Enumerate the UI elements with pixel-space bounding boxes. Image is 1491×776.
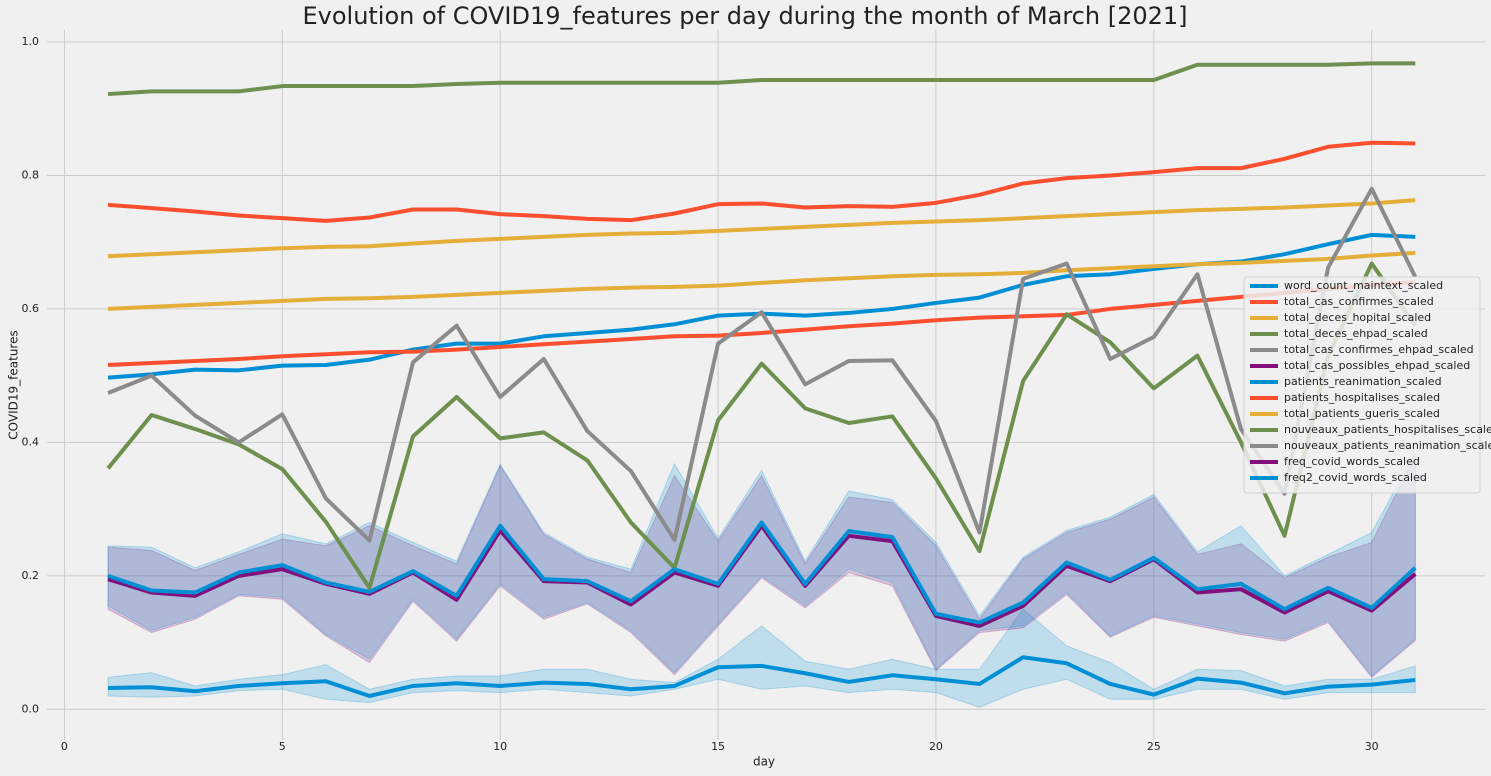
x-tick-label: 5	[279, 740, 286, 753]
legend-label: nouveaux_patients_reanimation_scaled	[1284, 439, 1491, 452]
legend-label: word_count_maintext_scaled	[1284, 279, 1443, 292]
confidence-band	[107, 455, 1416, 678]
y-tick-label: 0.0	[22, 702, 40, 715]
legend-label: total_deces_hopital_scaled	[1284, 311, 1431, 324]
legend-label: total_cas_confirmes_ehpad_scaled	[1284, 343, 1474, 356]
legend-label: freq2_covid_words_scaled	[1284, 471, 1427, 484]
x-tick-label: 0	[61, 740, 68, 753]
chart-title: Evolution of COVID19_features per day du…	[302, 2, 1187, 30]
y-tick-label: 0.2	[22, 569, 40, 582]
legend-label: total_patients_gueris_scaled	[1284, 407, 1440, 420]
series-line	[107, 186, 1418, 543]
legend-label: freq_covid_words_scaled	[1284, 455, 1420, 468]
legend-label: total_cas_confirmes_scaled	[1284, 295, 1434, 308]
series-line	[107, 520, 1417, 625]
y-tick-label: 0.6	[22, 302, 40, 315]
series-line	[107, 280, 1416, 367]
legend-box	[1243, 276, 1481, 494]
legend-label: patients_reanimation_scaled	[1284, 375, 1442, 388]
x-tick-label: 10	[493, 740, 507, 753]
series-line	[107, 198, 1416, 259]
series-line	[107, 140, 1416, 223]
y-tick-label: 0.4	[22, 435, 40, 448]
legend-label: total_deces_ehpad_scaled	[1284, 327, 1428, 340]
legend-label: total_cas_possibles_ehpad_scaled	[1284, 359, 1470, 372]
series-line	[107, 655, 1416, 698]
confidence-band	[107, 452, 1416, 677]
series-line	[106, 261, 1417, 590]
series-line	[107, 250, 1416, 311]
x-tick-label: 30	[1365, 740, 1379, 753]
legend-label: nouveaux_patients_hospitalises_scaled	[1284, 423, 1491, 436]
y-tick-label: 1.0	[22, 35, 40, 48]
y-tick-label: 0.8	[22, 168, 40, 181]
x-tick-label: 20	[929, 740, 943, 753]
x-tick-label: 15	[711, 740, 725, 753]
y-axis-label: COVID19_features	[7, 330, 21, 439]
x-axis-label: day	[753, 755, 775, 769]
series-line	[107, 61, 1416, 97]
legend: word_count_maintext_scaled total_cas_conf…	[1243, 276, 1491, 494]
x-tick-label: 25	[1147, 740, 1161, 753]
legend-label: patients_hospitalises_scaled	[1284, 391, 1440, 404]
